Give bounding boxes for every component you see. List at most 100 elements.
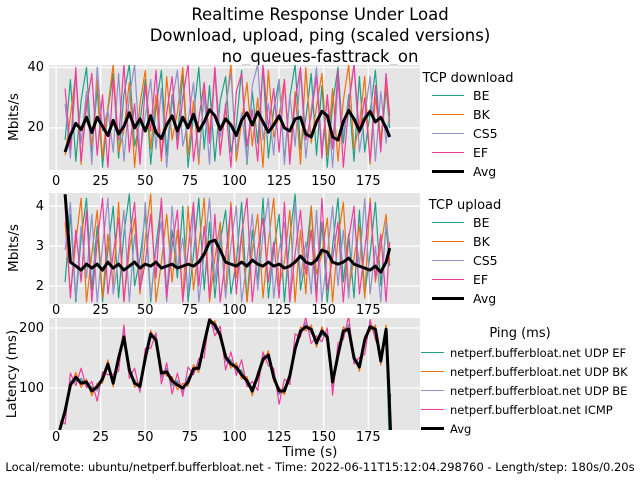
chart-title-line1: Realtime Response Under Load xyxy=(191,5,449,24)
x-tick-label: 175 xyxy=(355,174,381,189)
x-tick-label: 125 xyxy=(266,174,292,189)
legend-line-swatch xyxy=(432,113,464,116)
upload-plot-area xyxy=(49,193,420,304)
x-tick-label: 50 xyxy=(137,430,154,445)
x-tick-label: 0 xyxy=(51,303,61,318)
x-tick-label: 150 xyxy=(311,430,337,445)
series-line-avg xyxy=(58,318,392,430)
status-line: Local/remote: ubuntu/netperf.bufferbloat… xyxy=(5,460,635,474)
legend-label: netperf.bufferbloat.net UDP EF xyxy=(450,345,627,360)
x-tick-label: 100 xyxy=(222,430,247,445)
ping-plot-area xyxy=(49,318,420,430)
legend-label: netperf.bufferbloat.net ICMP xyxy=(450,402,613,417)
download-plot-area xyxy=(49,65,420,170)
legend-item: Avg xyxy=(421,419,628,438)
legend-item: CS5 xyxy=(432,124,498,143)
legend-upload: BE BK CS5 EF Avg xyxy=(432,213,498,308)
plot-svg-1 xyxy=(49,193,420,304)
legend-item: BE xyxy=(432,86,498,105)
legend-label: CS5 xyxy=(473,126,498,141)
legend-line-swatch xyxy=(421,389,444,392)
chart-title-line2: Download, upload, ping (scaled versions) xyxy=(149,26,491,45)
legend-line-swatch xyxy=(421,351,444,354)
legend-line-swatch xyxy=(421,427,444,430)
legend-item: EF xyxy=(432,270,498,289)
legend-label: EF xyxy=(473,145,489,160)
x-tick-label: 50 xyxy=(137,303,154,318)
legend-label: EF xyxy=(473,272,489,287)
y-tick-label: 2 xyxy=(35,278,44,294)
series-line-cs5 xyxy=(64,197,391,303)
series-line-bk xyxy=(64,193,391,303)
legend-label: BK xyxy=(473,234,490,249)
y-tick-label: 200 xyxy=(19,320,44,336)
legend-item: BK xyxy=(432,232,498,251)
series-line-cs5 xyxy=(64,65,391,168)
x-tick-label: 100 xyxy=(222,174,247,189)
legend-item: netperf.bufferbloat.net UDP BK xyxy=(421,362,628,381)
y-tick-label: 100 xyxy=(19,380,44,396)
y-tick-label: 4 xyxy=(35,198,44,214)
legend-label: netperf.bufferbloat.net UDP BE xyxy=(450,383,628,398)
legend-line-swatch xyxy=(421,408,444,411)
x-tick-label: 50 xyxy=(137,174,154,189)
x-tick-label: 0 xyxy=(51,174,61,189)
x-tick-label: 75 xyxy=(181,174,199,189)
legend-download: BE BK CS5 EF Avg xyxy=(432,86,498,181)
x-tick-label: 75 xyxy=(181,303,199,318)
legend-line-swatch xyxy=(421,370,444,373)
legend-item: netperf.bufferbloat.net ICMP xyxy=(421,400,628,419)
legend-item: BK xyxy=(432,105,498,124)
x-tick-label: 175 xyxy=(355,303,381,318)
chart-title-line3: no_queues-fasttrack_on xyxy=(221,47,419,66)
x-tick-label: 100 xyxy=(222,303,247,318)
legend-line-swatch xyxy=(432,297,464,300)
legend-item: Avg xyxy=(432,162,498,181)
x-tick-label: 25 xyxy=(92,303,109,318)
x-axis-label: Time (s) xyxy=(282,444,338,460)
download-y-axis-label: Mbits/s xyxy=(6,93,22,141)
y-tick-label: 20 xyxy=(27,120,44,136)
x-tick-label: 175 xyxy=(355,430,381,445)
legend-label: Avg xyxy=(473,291,497,306)
legend-line-swatch xyxy=(432,151,464,154)
legend-title-download: TCP download xyxy=(422,71,514,86)
legend-item: netperf.bufferbloat.net UDP EF xyxy=(421,343,628,362)
series-line-avg xyxy=(63,194,392,274)
legend-label: BE xyxy=(473,215,490,230)
legend-label: Avg xyxy=(473,164,497,179)
x-tick-label: 150 xyxy=(311,174,337,189)
series-line-avg xyxy=(63,108,392,153)
legend-label: netperf.bufferbloat.net UDP BK xyxy=(450,364,628,379)
x-tick-label: 75 xyxy=(181,430,199,445)
legend-ping: netperf.bufferbloat.net UDP EF netperf.bu… xyxy=(421,343,628,438)
legend-line-swatch xyxy=(432,132,464,135)
x-tick-label: 25 xyxy=(92,174,109,189)
legend-line-swatch xyxy=(432,240,464,243)
legend-item: BE xyxy=(432,213,498,232)
legend-item: netperf.bufferbloat.net UDP BE xyxy=(421,381,628,400)
legend-label: BK xyxy=(473,107,490,122)
legend-label: Avg xyxy=(450,421,472,436)
legend-item: Avg xyxy=(432,289,498,308)
legend-title-upload: TCP upload xyxy=(428,198,502,213)
legend-line-swatch xyxy=(432,278,464,281)
series-line-ef xyxy=(64,197,391,303)
x-tick-label: 0 xyxy=(51,430,61,445)
legend-line-swatch xyxy=(432,259,464,262)
y-tick-label: 40 xyxy=(27,59,44,75)
legend-title-ping: Ping (ms) xyxy=(489,326,551,341)
legend-line-swatch xyxy=(432,170,464,173)
legend-line-swatch xyxy=(432,221,464,224)
x-tick-label: 125 xyxy=(266,430,292,445)
y-tick-label: 3 xyxy=(35,238,44,254)
series-line-ef xyxy=(64,65,391,168)
x-tick-label: 25 xyxy=(92,430,109,445)
legend-line-swatch xyxy=(432,94,464,97)
legend-label: BE xyxy=(473,88,490,103)
plot-svg-0 xyxy=(49,65,420,170)
legend-label: CS5 xyxy=(473,253,498,268)
legend-item: EF xyxy=(432,143,498,162)
legend-item: CS5 xyxy=(432,251,498,270)
